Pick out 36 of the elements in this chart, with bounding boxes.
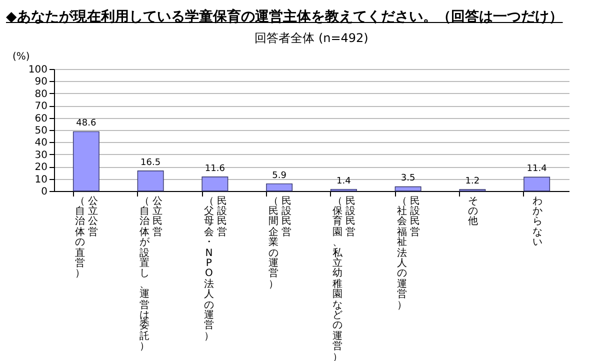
y-tick-label: 90 <box>34 76 48 88</box>
bar <box>394 186 422 192</box>
y-tick-label: 100 <box>28 64 48 76</box>
category-label: 公立公営（自治体の直営） <box>75 196 98 280</box>
y-axis-title: (%) <box>12 52 30 62</box>
data-label: 1.2 <box>465 176 480 187</box>
data-label: 1.4 <box>336 176 352 186</box>
data-label: 48.6 <box>76 118 96 129</box>
category-label: 民設民営（保育園、私立幼稚園などの運営） <box>332 196 356 361</box>
category-label: 民設民営（父母会・NPO法人の運営） <box>204 196 227 342</box>
data-label: 16.5 <box>140 158 161 168</box>
chart-title: ◆あなたが現在利用している学童保育の運営主体を教えてください。（回答は一つだけ） <box>6 8 564 27</box>
x-tick-label: その他 <box>468 196 478 228</box>
category-label: 公立民営（自治体が設置し、運営は委託） <box>140 196 163 352</box>
y-tick-label: 10 <box>34 174 48 186</box>
data-label: 11.6 <box>204 164 226 174</box>
y-tick-label: 80 <box>34 88 48 100</box>
bar <box>72 131 100 192</box>
y-tick-label: 0 <box>41 186 48 198</box>
data-label: 11.4 <box>526 164 548 174</box>
y-tick-label: 20 <box>34 162 48 174</box>
data-label: 3.5 <box>400 174 416 184</box>
bar <box>524 176 550 192</box>
category-label: 民設民営（民間企業の運営） <box>268 196 292 290</box>
y-tick-label: 30 <box>34 150 48 161</box>
chart-subtitle: 回答者全体 (n=492) <box>254 31 368 45</box>
bar <box>266 183 293 192</box>
data-label: 5.9 <box>272 170 287 181</box>
bar <box>202 176 228 192</box>
y-tick-label: 50 <box>34 126 48 136</box>
y-tick-label: 40 <box>34 138 48 149</box>
bar <box>137 170 164 192</box>
category-label: 民設民営（社会福祉法人の運営） <box>397 196 420 311</box>
y-tick-label: 70 <box>34 101 48 112</box>
y-tick-label: 60 <box>34 113 48 124</box>
x-tick-label: わからない <box>532 196 542 249</box>
